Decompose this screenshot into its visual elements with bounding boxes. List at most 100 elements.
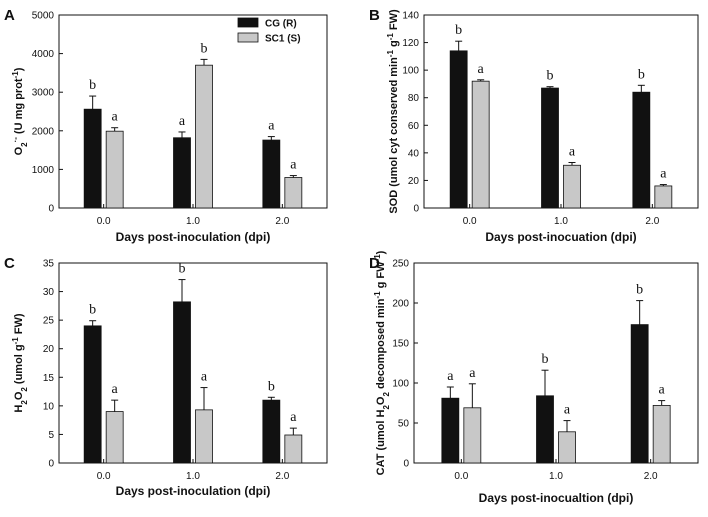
- y-axis-label: H2O2 (umol g-1 FW): [11, 313, 29, 412]
- y-axis-label-part: O: [13, 391, 25, 400]
- bar-cg: [441, 397, 460, 464]
- y-tick-label: 250: [392, 259, 409, 270]
- chart-panel-a: A 0 1000 2000 3000 4000 5000 0.0 b a 1.0 a b 2.0 a a Day…: [4, 7, 328, 244]
- y-tick-label: 5: [48, 430, 54, 441]
- y-tick-label: 50: [398, 419, 410, 430]
- y-tick-label: 1000: [32, 165, 55, 176]
- y-axis-label-part: FW): [388, 9, 400, 33]
- y-tick-label: 15: [43, 373, 55, 384]
- bar-cg: [536, 395, 554, 464]
- chart-panel-c: C 0 5 10 15 20 25 30 35 0.0 b a 1.0 b a 2.0 b a Days post-…: [4, 255, 328, 498]
- x-tick-label: 1.0: [549, 471, 563, 482]
- bar-sc1: [463, 407, 482, 464]
- y-axis-label-part: -1: [386, 33, 395, 41]
- panel-label: D: [369, 255, 380, 272]
- y-axis-label-part: -1: [386, 50, 395, 58]
- bar-cg: [83, 108, 102, 209]
- significance-label: a: [659, 383, 666, 398]
- bar-cg: [632, 91, 651, 209]
- y-axis-label: SOD (umol cyt conserved min-1 g-1 FW): [386, 9, 401, 214]
- bar-cg: [173, 137, 191, 209]
- bar-sc1: [471, 80, 490, 209]
- significance-label: a: [478, 62, 485, 77]
- y-axis-label-part: -1: [11, 71, 20, 79]
- significance-label: a: [290, 410, 297, 425]
- y-tick-label: 100: [392, 379, 409, 390]
- x-tick-label: 2.0: [645, 216, 659, 227]
- significance-label: b: [89, 78, 96, 93]
- panel-label: C: [4, 255, 15, 272]
- bar-sc1: [284, 177, 303, 209]
- y-tick-label: 10: [43, 401, 55, 412]
- legend-label: SC1 (S): [265, 34, 301, 45]
- y-axis-label-part: 2: [382, 405, 391, 410]
- significance-label: b: [201, 41, 208, 56]
- y-axis-label-part: 2: [20, 387, 29, 392]
- bar-sc1: [105, 411, 124, 464]
- x-tick-label: 1.0: [186, 471, 200, 482]
- y-axis-label-part: FW): [13, 313, 25, 337]
- significance-label: b: [638, 67, 645, 82]
- y-axis-label-part: g: [388, 40, 400, 50]
- significance-label: a: [660, 167, 667, 182]
- y-tick-label: 20: [43, 344, 55, 355]
- significance-label: a: [179, 114, 186, 129]
- y-axis-label-part: (umol g: [13, 344, 25, 387]
- significance-label: b: [542, 352, 549, 367]
- significance-label: b: [455, 23, 462, 38]
- y-tick-label: 0: [403, 459, 409, 470]
- y-axis-label-part: H: [13, 405, 25, 413]
- y-axis-label-part: g FW: [375, 261, 387, 292]
- significance-label: a: [290, 158, 297, 173]
- y-axis-label-part: -1: [373, 254, 382, 262]
- y-axis-label-part: -1: [373, 291, 382, 299]
- y-tick-label: 120: [402, 38, 419, 49]
- y-tick-label: 25: [43, 316, 55, 327]
- y-tick-label: 150: [392, 339, 409, 350]
- bar-sc1: [563, 164, 581, 209]
- x-tick-label: 2.0: [644, 471, 658, 482]
- bar-cg: [173, 301, 191, 464]
- y-axis-label-part: decomposed min: [375, 298, 387, 392]
- x-tick-label: 0.0: [97, 471, 111, 482]
- y-tick-label: 30: [43, 287, 55, 298]
- panel-label: A: [4, 7, 15, 24]
- bar-cg: [262, 139, 281, 209]
- bar-sc1: [652, 404, 671, 464]
- y-axis-label-part: SOD (umol cyt conserved min: [388, 57, 400, 214]
- y-tick-label: 0: [48, 204, 54, 215]
- y-axis-label-part: -1: [11, 337, 20, 345]
- y-axis-label-part: CAT (umol H: [375, 409, 387, 475]
- x-axis-label: Days post-inocualtion (dpi): [479, 491, 634, 505]
- y-axis-label-part: 2: [20, 400, 29, 405]
- y-axis-label-part: ): [375, 250, 387, 254]
- y-tick-label: 20: [408, 176, 420, 187]
- y-tick-label: 3000: [32, 88, 55, 99]
- significance-label: a: [268, 119, 275, 134]
- y-axis-label-part: ): [13, 67, 25, 71]
- x-tick-label: 0.0: [454, 471, 468, 482]
- y-tick-label: 4000: [32, 49, 55, 60]
- y-axis-label: CAT (umol H2O2 decomposed min-1 g FW-1): [373, 250, 391, 475]
- significance-label: a: [569, 145, 576, 160]
- x-tick-label: 2.0: [275, 471, 289, 482]
- y-axis-label-part: (U mg prot: [13, 78, 25, 137]
- significance-label: a: [201, 370, 208, 385]
- significance-label: b: [179, 262, 186, 277]
- bar-sc1: [654, 185, 673, 209]
- y-tick-label: 140: [402, 11, 419, 22]
- significance-label: b: [89, 303, 96, 318]
- y-tick-label: 100: [402, 66, 419, 77]
- y-axis-label: O2·- (U mg prot-1): [11, 67, 29, 155]
- bar-cg: [83, 325, 102, 464]
- significance-label: a: [112, 382, 119, 397]
- x-tick-label: 2.0: [275, 216, 289, 227]
- y-tick-label: 60: [408, 121, 420, 132]
- y-tick-label: 40: [408, 148, 420, 159]
- legend-swatch: [237, 32, 259, 43]
- bar-cg: [262, 399, 281, 464]
- bar-cg: [449, 50, 468, 209]
- y-tick-label: 5000: [32, 11, 55, 22]
- y-axis-label-part: 2: [20, 142, 29, 147]
